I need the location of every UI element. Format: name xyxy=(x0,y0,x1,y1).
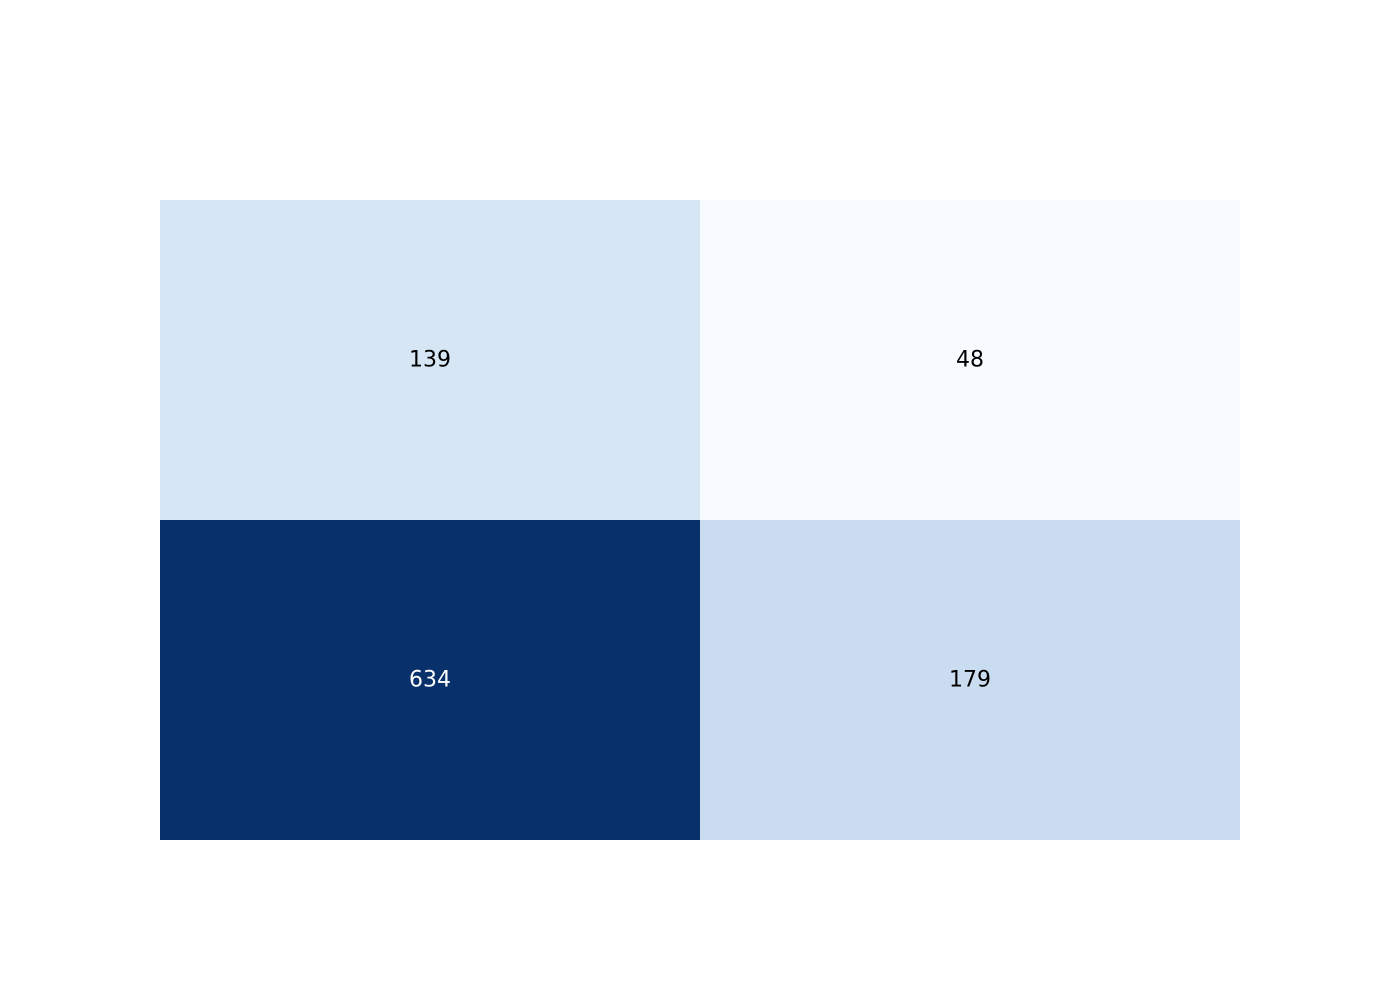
heatmap-cell-label-r0-c0: 139 xyxy=(409,348,451,373)
heatmap-cell-label-r0-c1: 48 xyxy=(956,348,984,373)
heatmap-cell-r0-c0 xyxy=(160,200,700,520)
heatmap-cell-label-r1-c1: 179 xyxy=(949,668,991,693)
heatmap-cell-r0-c1 xyxy=(700,200,1240,520)
heatmap-cell-r1-c0 xyxy=(160,520,700,840)
heatmap-cell-r1-c1 xyxy=(700,520,1240,840)
heatmap-cell-labels: 139 48 634 179 xyxy=(409,348,991,693)
heatmap-cells xyxy=(160,200,1240,840)
heatmap-cell-label-r1-c0: 634 xyxy=(409,668,451,693)
